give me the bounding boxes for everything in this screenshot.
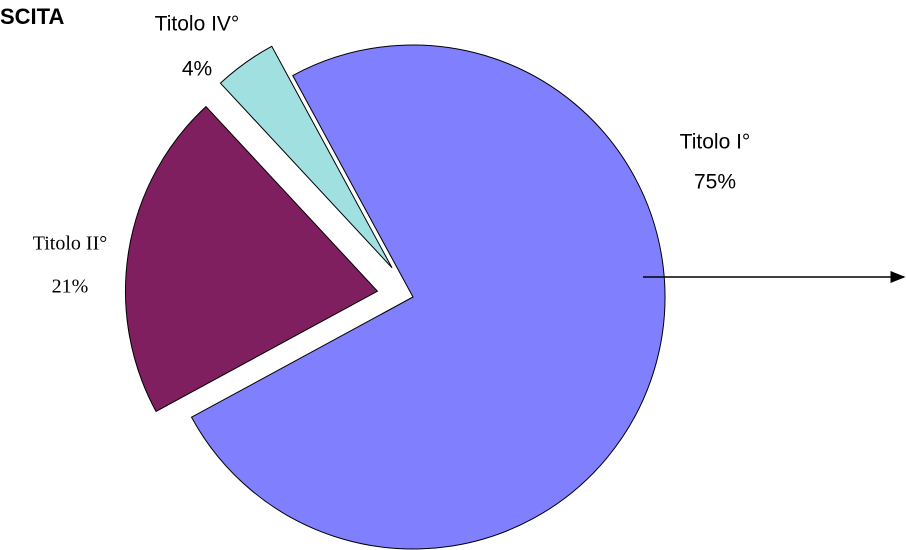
slice-value-label: 4% bbox=[182, 58, 212, 81]
chart-title: SCITA bbox=[0, 4, 64, 29]
slice-label: Titolo II° bbox=[33, 233, 108, 255]
slice-value-label: 75% bbox=[694, 171, 736, 194]
slice-label: Titolo I° bbox=[680, 131, 751, 154]
pie-slice bbox=[124, 105, 379, 413]
slice-label: Titolo IV° bbox=[155, 13, 240, 36]
pie-slice bbox=[190, 44, 666, 550]
pie-slice bbox=[219, 45, 393, 269]
slice-value-label: 21% bbox=[52, 276, 89, 298]
